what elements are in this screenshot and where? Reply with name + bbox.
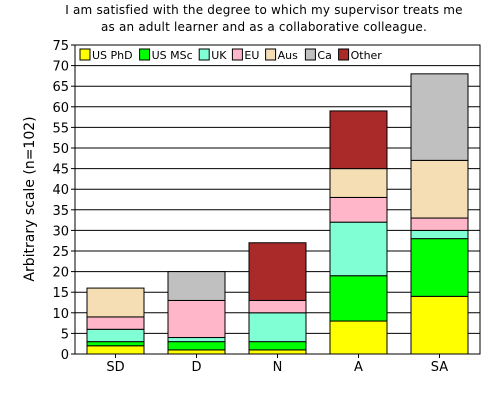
- bar-segment: [248, 299, 307, 314]
- legend-swatch: [265, 48, 277, 61]
- bar-segment: [86, 328, 145, 343]
- bar-segment: [329, 196, 388, 223]
- x-category-label: D: [191, 360, 201, 375]
- y-tick-label: 75: [52, 39, 69, 54]
- legend-swatch: [198, 48, 210, 61]
- legend-label: US PhD: [92, 49, 133, 62]
- bar-segment: [248, 349, 307, 355]
- legend-label: Aus: [278, 49, 298, 62]
- y-tick-label: 35: [52, 204, 69, 219]
- bar-segment: [167, 337, 226, 343]
- bar-segment: [410, 229, 469, 240]
- y-tick-label: 0: [61, 348, 69, 363]
- bar-segment: [410, 217, 469, 231]
- bar-segment: [86, 341, 145, 347]
- bar-segment: [410, 238, 469, 297]
- x-category-label: A: [354, 360, 363, 375]
- legend-label: UK: [211, 49, 227, 62]
- bar-segment: [167, 271, 226, 301]
- y-tick-label: 40: [52, 183, 69, 198]
- chart-title-line-1: I am satisfied with the degree to which …: [65, 3, 463, 17]
- bar-segment: [329, 110, 388, 170]
- bar-segment: [167, 299, 226, 339]
- bar-segment: [329, 320, 388, 355]
- y-tick-label: 15: [52, 286, 69, 301]
- y-tick-label: 60: [52, 101, 69, 116]
- y-tick-label: 25: [52, 245, 69, 260]
- y-tick-label: 10: [52, 307, 69, 322]
- y-axis-ticks: 0 5 10 15 20 25 30 35 40 45 50 55 60 65 70 75: [52, 39, 75, 363]
- bar-segment: [329, 168, 388, 198]
- y-axis-label: Arbitrary scale (n=102): [22, 116, 38, 281]
- legend-label: US MSc: [152, 49, 193, 62]
- y-tick-label: 70: [52, 60, 69, 75]
- bar-segment: [167, 349, 226, 355]
- y-tick-label: 30: [52, 224, 69, 239]
- bar-segment: [248, 242, 307, 301]
- bar-segment: [410, 73, 469, 161]
- legend-swatch: [338, 48, 350, 61]
- bar-segment: [248, 312, 307, 343]
- bar-segment: [329, 275, 388, 322]
- bar-segment: [86, 345, 145, 355]
- bar-segment: [410, 159, 469, 219]
- x-category-label: SD: [106, 360, 124, 375]
- legend: US PhD US MSc UK EU Aus Ca Other: [79, 48, 383, 62]
- bar-segment: [86, 287, 145, 318]
- bar-segment: [329, 221, 388, 277]
- legend-swatch: [139, 48, 151, 61]
- y-tick-label: 65: [52, 80, 69, 95]
- legend-swatch: [231, 48, 243, 61]
- y-tick-label: 5: [61, 327, 69, 342]
- legend-swatch: [304, 48, 316, 61]
- y-tick-label: 20: [52, 266, 69, 281]
- x-category-label: N: [273, 360, 283, 375]
- x-category-label: SA: [431, 360, 448, 375]
- bar-segment: [86, 316, 145, 330]
- y-tick-label: 55: [52, 121, 69, 136]
- chart-title-line-2: as an adult learner and as a collaborati…: [100, 20, 428, 34]
- y-tick-label: 50: [52, 142, 69, 157]
- y-tick-label: 45: [52, 163, 69, 178]
- x-axis-categories: SD D N A SA: [106, 354, 448, 375]
- legend-label: EU: [244, 49, 259, 62]
- legend-label: Other: [351, 49, 383, 62]
- bar-segment: [410, 295, 469, 355]
- bar-segment: [167, 341, 226, 351]
- legend-label: Ca: [317, 49, 331, 62]
- bar-segment: [248, 341, 307, 351]
- legend-swatch: [79, 48, 91, 61]
- bars: [86, 73, 469, 355]
